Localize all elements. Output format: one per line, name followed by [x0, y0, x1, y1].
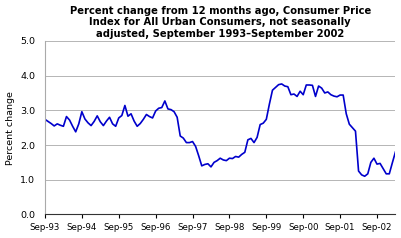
Title: Percent change from 12 months ago, Consumer Price
Index for All Urban Consumers,: Percent change from 12 months ago, Consu…: [70, 5, 371, 39]
Y-axis label: Percent change: Percent change: [6, 91, 14, 165]
